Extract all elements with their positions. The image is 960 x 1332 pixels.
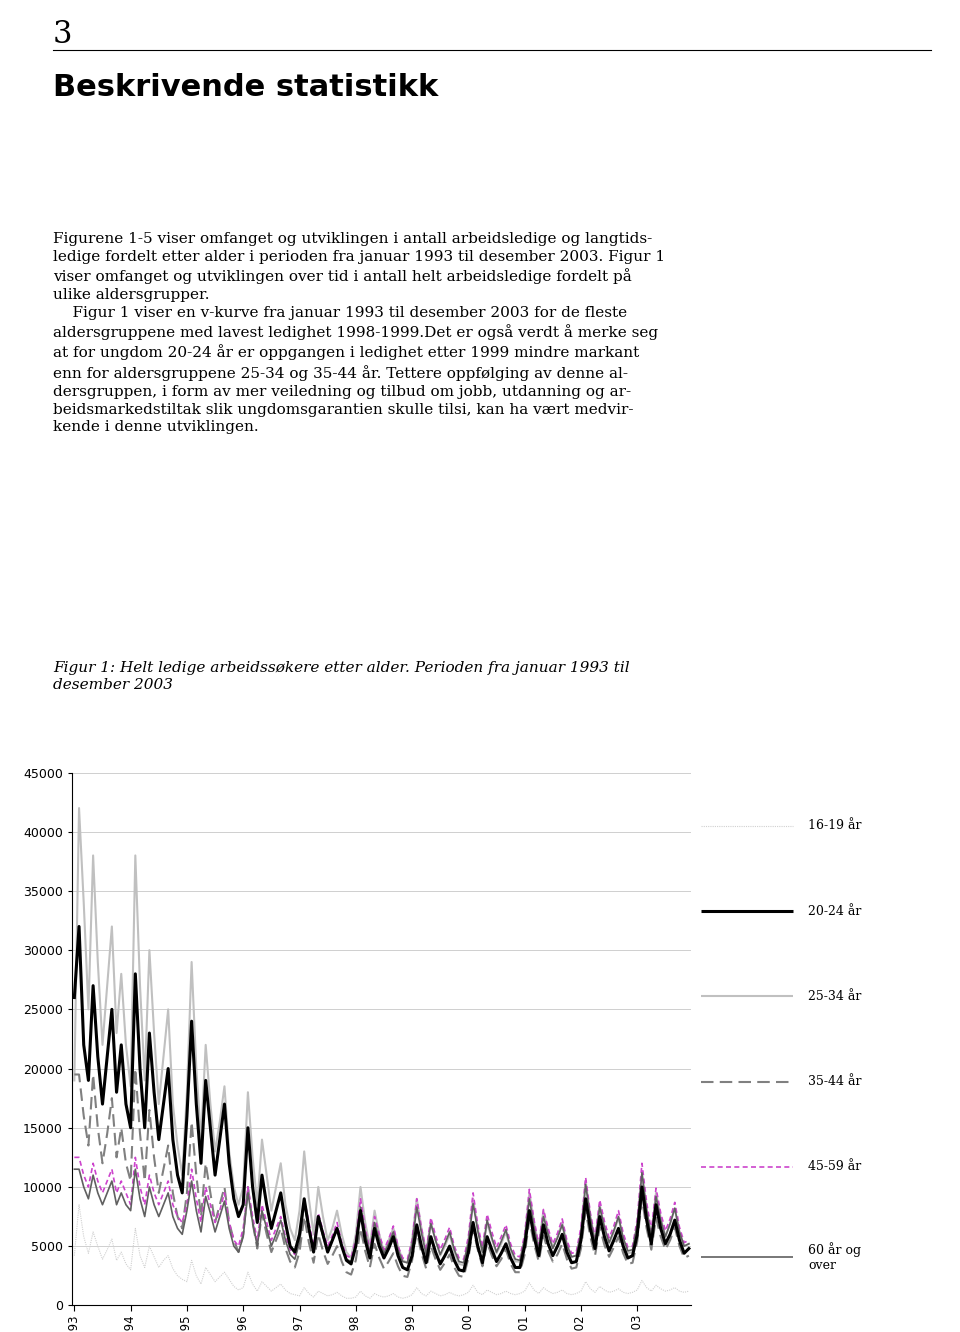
Text: 60 år og
over: 60 år og over [808,1243,861,1272]
Text: 3: 3 [53,19,72,51]
Text: Figur 1: Helt ledige arbeidssøkere etter alder. Perioden fra januar 1993 til
des: Figur 1: Helt ledige arbeidssøkere etter… [53,661,630,691]
Text: 16-19 år: 16-19 år [808,819,861,832]
Text: Figurene 1-5 viser omfanget og utviklingen i antall arbeidsledige og langtids-
l: Figurene 1-5 viser omfanget og utvikling… [53,232,665,434]
Text: 20-24 år: 20-24 år [808,904,861,918]
Text: Beskrivende statistikk: Beskrivende statistikk [53,73,438,103]
Text: 35-44 år: 35-44 år [808,1075,861,1088]
Text: 45-59 år: 45-59 år [808,1160,861,1173]
Text: 25-34 år: 25-34 år [808,990,861,1003]
